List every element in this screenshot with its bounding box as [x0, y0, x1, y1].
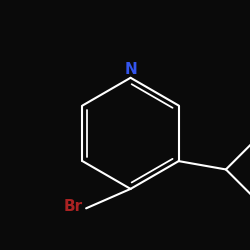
Text: N: N	[124, 62, 137, 77]
Text: Br: Br	[64, 200, 83, 214]
